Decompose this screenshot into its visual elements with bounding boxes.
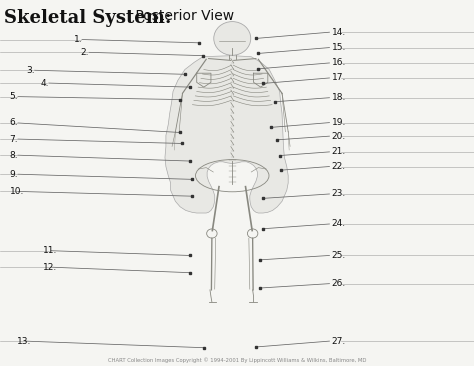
Text: 16.: 16. [332,59,346,67]
Text: 7.: 7. [9,135,18,143]
Text: 3.: 3. [26,66,35,75]
Text: 1.: 1. [73,35,82,44]
Text: 10.: 10. [9,187,24,196]
Text: 22.: 22. [332,162,346,171]
Text: 14.: 14. [332,28,346,37]
Text: 15.: 15. [332,43,346,52]
Text: 2.: 2. [81,48,89,57]
Text: 19.: 19. [332,118,346,127]
Text: 26.: 26. [332,279,346,288]
Text: 11.: 11. [43,246,57,255]
Text: 9.: 9. [9,170,18,179]
Text: 12.: 12. [43,263,57,272]
Text: CHART Collection Images Copyright © 1994-2001 By Lippincott Williams & Wilkins, : CHART Collection Images Copyright © 1994… [108,358,366,363]
Text: 21.: 21. [332,147,346,156]
Text: 4.: 4. [40,79,49,87]
Text: 27.: 27. [332,337,346,346]
Ellipse shape [214,22,251,55]
Text: 25.: 25. [332,251,346,260]
Text: 5.: 5. [9,92,18,101]
Text: 17.: 17. [332,74,346,82]
Text: 24.: 24. [332,220,346,228]
Text: 13.: 13. [17,337,31,346]
Text: 20.: 20. [332,132,346,141]
Polygon shape [165,56,288,213]
Text: Posterior View: Posterior View [131,9,234,23]
Text: 8.: 8. [9,151,18,160]
Text: Skeletal System:: Skeletal System: [4,9,171,27]
Text: 18.: 18. [332,93,346,102]
Text: 6.: 6. [9,119,18,127]
Text: 23.: 23. [332,190,346,198]
